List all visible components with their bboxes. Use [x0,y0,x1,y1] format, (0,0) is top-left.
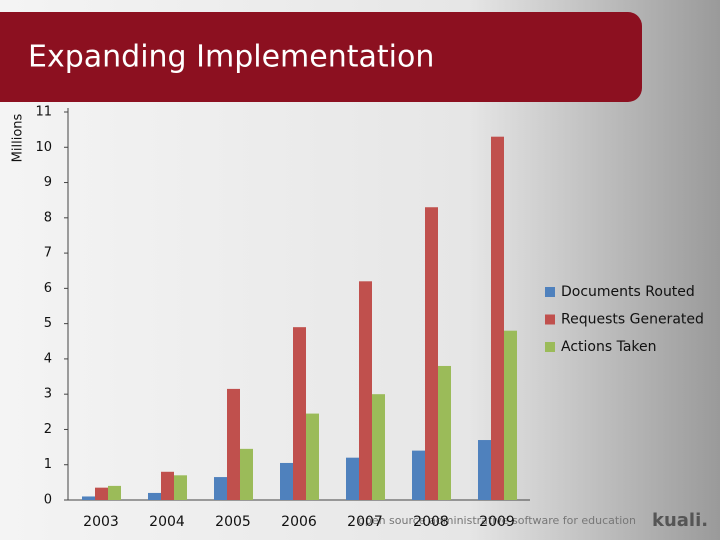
x-tick-label: 2007 [347,514,383,530]
y-tick-label: 4 [44,351,52,366]
bar [227,388,240,500]
bar [108,485,121,500]
bar [240,448,253,500]
x-tick-label: 2005 [215,514,251,530]
y-tick-label: 8 [44,210,52,225]
x-tick-label: 2006 [281,514,317,530]
legend-swatch [545,314,555,325]
bar [82,496,95,500]
legend-label: Actions Taken [561,339,657,355]
bar [372,394,385,500]
y-tick-label: 10 [35,140,52,155]
bar [95,487,108,500]
bar [280,462,293,500]
footer-tagline: open source administrative software for … [358,514,636,527]
bar [346,457,359,500]
y-tick-label: 9 [44,175,52,190]
y-tick-label: 7 [44,246,52,261]
bar [306,413,319,500]
y-tick-label: 0 [44,493,52,508]
y-tick-label: 5 [44,316,52,331]
y-tick-label: 6 [44,281,52,296]
legend-label: Documents Routed [561,284,695,300]
bar [412,450,425,500]
bar [359,281,372,500]
bar [438,365,451,500]
y-axis-label: Millions [11,113,26,162]
bar [504,330,517,500]
x-tick-label: 2009 [479,514,515,530]
bar [174,475,187,500]
footer-logo: kuali. [652,510,708,531]
title-banner [0,12,642,102]
bar [425,207,438,500]
bar [214,477,227,500]
bar [491,136,504,500]
bar [161,471,174,500]
legend-swatch [545,287,555,297]
bar [293,327,306,500]
bar [148,492,161,500]
chart-title: Expanding Implementation [28,40,434,75]
y-tick-label: 2 [44,422,52,437]
legend-label: Requests Generated [561,312,704,328]
bar [478,440,491,500]
y-tick-label: 1 [44,457,52,472]
x-tick-label: 2008 [413,514,449,530]
x-tick-label: 2003 [83,514,119,530]
legend-swatch [545,342,555,352]
y-tick-label: 11 [35,105,52,120]
y-tick-label: 3 [44,387,52,402]
x-tick-label: 2004 [149,514,185,530]
